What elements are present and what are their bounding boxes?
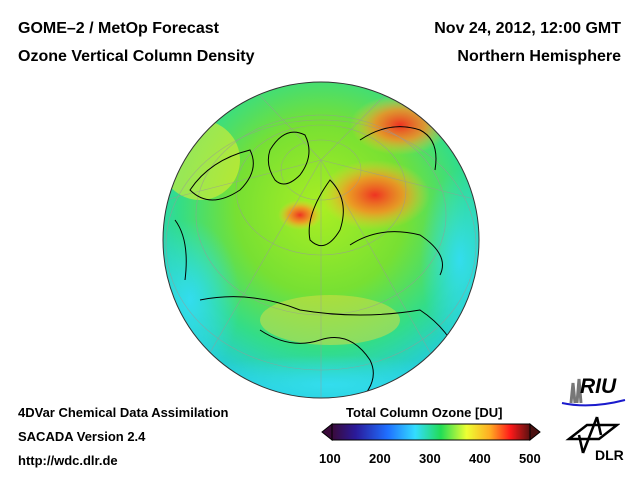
title-date: Nov 24, 2012, 12:00 GMT (434, 20, 621, 37)
colorbar-max-arrow (529, 422, 541, 442)
title-quantity: Ozone Vertical Column Density (18, 48, 255, 65)
title-region: Northern Hemisphere (457, 48, 621, 65)
colorbar-title: Total Column Ozone [DU] (346, 405, 503, 420)
colorbar-gradient (331, 423, 531, 441)
colorbar-tick-400: 400 (469, 451, 491, 466)
dlr-emblem-icon (565, 416, 621, 454)
colorbar-tick-100: 100 (319, 451, 341, 466)
cathedral-icon (569, 378, 583, 404)
colorbar-tick-300: 300 (419, 451, 441, 466)
globe-outline (162, 81, 480, 399)
riu-wave (561, 399, 626, 407)
graticule (164, 84, 479, 398)
colorbar-tick-500: 500 (519, 451, 541, 466)
dlr-logo-text: DLR (595, 447, 624, 463)
dlr-logo: DLR (565, 415, 625, 465)
colorbar-tick-200: 200 (369, 451, 391, 466)
colorbar (321, 422, 541, 442)
coastlines (174, 126, 461, 398)
footer-version: SACADA Version 2.4 (18, 429, 146, 444)
title-product: GOME–2 / MetOp Forecast (18, 20, 219, 37)
colorbar-min-arrow (321, 422, 333, 442)
riu-logo: RIU (560, 375, 630, 407)
riu-logo-text: RIU (580, 375, 617, 398)
footer-method: 4DVar Chemical Data Assimilation (18, 405, 229, 420)
footer-url-link[interactable]: http://wdc.dlr.de (18, 453, 118, 468)
